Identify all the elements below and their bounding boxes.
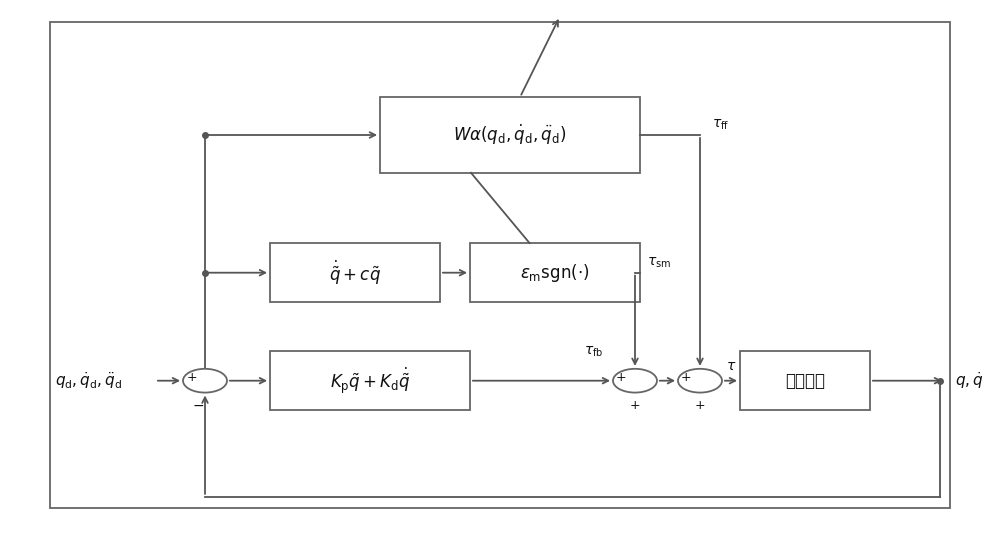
- FancyBboxPatch shape: [740, 351, 870, 410]
- Circle shape: [678, 369, 722, 393]
- Text: +: +: [630, 399, 640, 412]
- FancyBboxPatch shape: [470, 243, 640, 302]
- FancyBboxPatch shape: [50, 22, 950, 508]
- Text: $\tau_{\rm ff}$: $\tau_{\rm ff}$: [712, 118, 729, 132]
- Text: +: +: [681, 370, 692, 383]
- Text: $\tau_{\rm sm}$: $\tau_{\rm sm}$: [647, 255, 671, 270]
- Text: +: +: [695, 399, 705, 412]
- Text: +: +: [616, 370, 627, 383]
- Text: $\tau$: $\tau$: [726, 359, 736, 373]
- Text: $\varepsilon_{\rm m}{\rm sgn}(\cdot)$: $\varepsilon_{\rm m}{\rm sgn}(\cdot)$: [520, 262, 590, 284]
- Text: $\tau_{\rm fb}$: $\tau_{\rm fb}$: [584, 345, 603, 359]
- Text: −: −: [193, 399, 204, 413]
- Text: $\dot{\tilde{q}}+c\tilde{q}$: $\dot{\tilde{q}}+c\tilde{q}$: [329, 259, 381, 287]
- Text: +: +: [187, 370, 198, 383]
- Circle shape: [183, 369, 227, 393]
- Text: $K_{\rm p}\tilde{q}+K_{\rm d}\dot{\tilde{q}}$: $K_{\rm p}\tilde{q}+K_{\rm d}\dot{\tilde…: [330, 366, 410, 396]
- Circle shape: [613, 369, 657, 393]
- FancyBboxPatch shape: [380, 97, 640, 173]
- Text: $W\alpha(q_{\rm d},\dot{q}_{\rm d},\ddot{q}_{\rm d})$: $W\alpha(q_{\rm d},\dot{q}_{\rm d},\ddot…: [453, 123, 567, 147]
- Text: $q_{\rm d},\dot{q}_{\rm d},\ddot{q}_{\rm d}$: $q_{\rm d},\dot{q}_{\rm d},\ddot{q}_{\rm…: [55, 370, 122, 391]
- FancyBboxPatch shape: [270, 243, 440, 302]
- Text: $q,\dot{q}$: $q,\dot{q}$: [955, 370, 984, 391]
- FancyBboxPatch shape: [270, 351, 470, 410]
- Text: 输送机构: 输送机构: [785, 372, 825, 390]
